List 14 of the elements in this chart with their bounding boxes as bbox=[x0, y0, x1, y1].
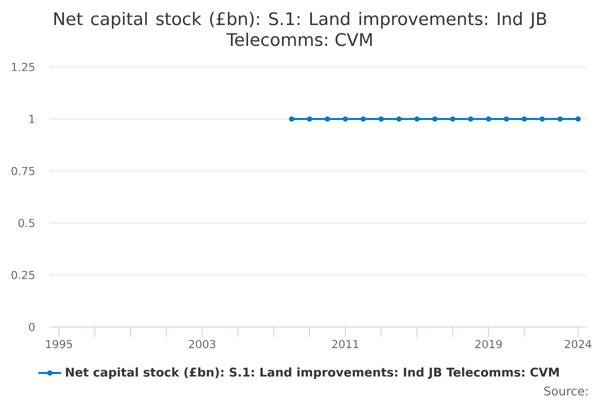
y-tick-label: 1 bbox=[30, 115, 34, 124]
source-note: Source: bbox=[544, 386, 588, 396]
y-tick-label: 0.75 bbox=[12, 166, 34, 176]
y-tick-label: 1.25 bbox=[12, 62, 34, 72]
x-tick-label: 1995 bbox=[46, 340, 72, 348]
legend-label: Net capital stock (£bn): S.1: Land improvements: Ind JB Telecomms: CVM bbox=[66, 367, 559, 380]
x-tick-label: 2024 bbox=[564, 340, 592, 348]
chart-title: Net capital stock (£bn): S.1: Land improvements: Ind JB Telecomms: CVM bbox=[54, 12, 546, 46]
y-tick-label: 0.25 bbox=[12, 270, 34, 280]
x-tick-label: 2003 bbox=[188, 340, 216, 348]
x-tick-label: 2019 bbox=[475, 340, 502, 348]
x-tick-label: 2011 bbox=[332, 340, 358, 348]
y-tick-label: 0.5 bbox=[18, 218, 34, 228]
y-tick-label: 0 bbox=[29, 322, 35, 332]
